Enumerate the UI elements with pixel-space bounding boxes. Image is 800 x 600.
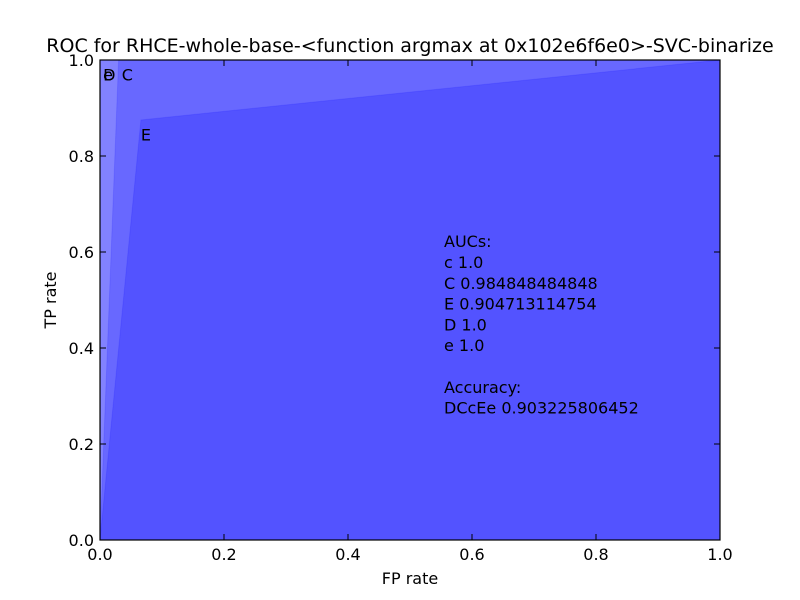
axis-ticks: 0.0 0.2 0.4 0.6 0.8 1.0 0.0 0.2 0.4 0.6 0.8 1.0 (69, 51, 733, 564)
annotation-line-3: E 0.904713114754 (444, 295, 597, 314)
y-axis-label: TP rate (41, 271, 60, 329)
y-tick-label-3: 0.6 (69, 243, 94, 262)
plot-frame (99, 59, 721, 541)
annotation-line-4: D 1.0 (444, 315, 487, 334)
series-label-C-1: C (122, 65, 133, 84)
series-label-e-4: e (103, 65, 113, 84)
annotation-line-1: c 1.0 (444, 253, 483, 272)
y-tick-label-1: 0.2 (69, 435, 94, 454)
y-tick-label-2: 0.4 (69, 339, 94, 358)
roc-area-e-4 (99, 59, 721, 541)
chart-title: ROC for RHCE-whole-base-<function argmax… (46, 35, 773, 57)
annotation-line-0: AUCs: (444, 232, 492, 251)
auc-annotation: AUCs: c 1.0 C 0.984848484848 E 0.9047131147… (444, 232, 639, 417)
series-labels: c C E De (103, 65, 151, 144)
annotation-line-8: DCcEe 0.903225806452 (444, 399, 639, 418)
x-tick-label-2: 0.4 (335, 545, 360, 564)
x-axis-label: FP rate (382, 569, 438, 588)
x-tick-label-1: 0.2 (211, 545, 236, 564)
series-label-c-0: c (103, 65, 112, 84)
roc-fills (99, 59, 721, 541)
y-tick-label-5: 1.0 (69, 51, 94, 70)
y-tick-label-0: 0.0 (69, 531, 94, 550)
series-label-E-2: E (141, 125, 151, 144)
annotation-line-2: C 0.984848484848 (444, 274, 598, 293)
x-tick-label-5: 1.0 (707, 545, 732, 564)
x-tick-label-3: 0.6 (459, 545, 484, 564)
series-label-D-3: D (103, 65, 115, 84)
x-tick-label-0: 0.0 (87, 545, 112, 564)
annotation-line-5: e 1.0 (444, 336, 484, 355)
y-tick-label-4: 0.8 (69, 147, 94, 166)
annotation-line-7: Accuracy: (444, 378, 521, 397)
x-tick-label-4: 0.8 (583, 545, 608, 564)
